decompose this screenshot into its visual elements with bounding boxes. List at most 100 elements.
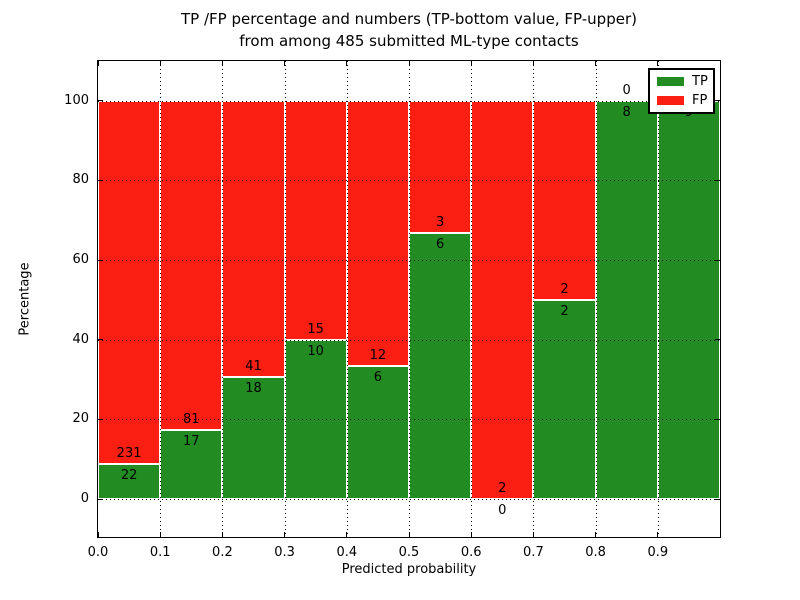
tp-count-label: 2 xyxy=(560,303,569,319)
y-tick-label: 20 xyxy=(72,411,89,427)
legend-row-tp: TP xyxy=(657,73,708,89)
tp-count-label: 6 xyxy=(373,370,383,386)
x-tick-mark-top xyxy=(221,61,223,66)
x-tick-mark-bottom xyxy=(346,532,348,537)
x-tick-label: 0.8 xyxy=(585,545,606,560)
x-tick-mark-top xyxy=(470,61,472,66)
tp-count-label: 10 xyxy=(307,343,324,359)
x-gridline xyxy=(657,61,659,537)
chart-title-line1: TP /FP percentage and numbers (TP-bottom… xyxy=(181,10,637,28)
x-tick-mark-top xyxy=(657,61,659,66)
x-tick-mark-bottom xyxy=(159,532,161,537)
bar-segment-fp xyxy=(471,100,534,499)
y-tick-mark-right xyxy=(715,418,720,420)
bar-segment-tp xyxy=(346,366,409,499)
bar-segment-tp xyxy=(409,233,472,499)
y-tick-label: 40 xyxy=(72,331,89,347)
tp-count-label: 22 xyxy=(120,468,138,484)
x-tick-mark-top xyxy=(284,61,286,66)
bar-segment-fp xyxy=(222,100,285,378)
fp-count-label: 41 xyxy=(245,359,262,375)
y-tick-mark-left xyxy=(98,259,103,261)
tp-count-label: 18 xyxy=(245,381,262,397)
tp-count-label: 17 xyxy=(183,433,200,449)
tp-count-label: 0 xyxy=(498,503,507,518)
x-tick-mark-top xyxy=(532,61,534,66)
x-gridline xyxy=(284,61,286,537)
fp-count-label: 15 xyxy=(307,321,324,337)
x-tick-mark-bottom xyxy=(532,532,534,537)
x-tick-mark-bottom xyxy=(221,532,223,537)
fp-count-label: 12 xyxy=(369,348,387,364)
x-gridline xyxy=(346,61,348,537)
x-tick-mark-bottom xyxy=(97,532,99,537)
tp-count-label: 6 xyxy=(435,237,445,253)
y-tick-mark-left xyxy=(98,498,103,500)
bar-segment-fp xyxy=(160,100,223,430)
fp-swatch-icon xyxy=(657,96,684,105)
fp-count-label: 231 xyxy=(116,446,142,462)
legend-label-tp: TP xyxy=(692,73,708,89)
legend-label-fp: FP xyxy=(692,92,708,108)
tp-count-label: 8 xyxy=(622,104,631,120)
y-tick-mark-right xyxy=(715,179,720,181)
x-gridline xyxy=(160,61,162,537)
x-tick-label: 0.7 xyxy=(523,545,544,560)
y-tick-mark-left xyxy=(98,100,103,102)
x-gridline xyxy=(222,61,224,537)
bar-segment-tp xyxy=(533,299,596,499)
bar-segment-tp xyxy=(98,464,161,499)
x-tick-mark-top xyxy=(159,61,161,66)
x-tick-mark-bottom xyxy=(284,532,286,537)
fp-count-label: 81 xyxy=(183,411,200,427)
bar-segment-fp xyxy=(346,100,409,367)
bar-segment-fp xyxy=(409,100,472,234)
x-gridline xyxy=(471,61,473,537)
y-tick-label: 80 xyxy=(72,172,89,188)
y-tick-label: 0 xyxy=(80,491,89,506)
x-tick-mark-bottom xyxy=(595,532,597,537)
bar-segment-tp xyxy=(657,100,720,499)
y-tick-mark-left xyxy=(98,418,103,420)
fp-count-label: 2 xyxy=(560,281,569,297)
y-tick-mark-right xyxy=(715,498,720,500)
x-tick-mark-bottom xyxy=(470,532,472,537)
y-tick-mark-right xyxy=(715,100,720,102)
x-tick-label: 0.2 xyxy=(212,545,233,560)
bar-segment-fp xyxy=(284,100,347,340)
y-tick-label: 100 xyxy=(64,92,89,108)
x-tick-label: 0.9 xyxy=(647,545,669,560)
tp-swatch-icon xyxy=(657,77,684,86)
chart-title-line2: from among 485 submitted ML-type contact… xyxy=(239,32,579,50)
x-tick-label: 0.4 xyxy=(336,545,358,560)
bar-segment-tp xyxy=(222,377,285,499)
x-gridline xyxy=(595,61,597,537)
x-tick-mark-top xyxy=(595,61,597,66)
x-tick-label: 0.6 xyxy=(460,545,482,560)
y-tick-mark-left xyxy=(98,179,103,181)
fp-count-label: 0 xyxy=(622,82,631,98)
bar-segment-fp xyxy=(533,100,596,300)
x-gridline xyxy=(533,61,535,537)
x-tick-label: 0.1 xyxy=(149,545,171,560)
y-tick-mark-right xyxy=(715,339,720,341)
fp-count-label: 3 xyxy=(435,215,445,231)
x-tick-mark-top xyxy=(408,61,410,66)
bar-segment-tp xyxy=(595,100,658,499)
y-tick-mark-right xyxy=(715,259,720,261)
x-tick-mark-top xyxy=(97,61,99,66)
chart-title: TP /FP percentage and numbers (TP-bottom… xyxy=(97,8,721,52)
x-tick-mark-top xyxy=(346,61,348,66)
x-gridline xyxy=(409,61,410,537)
plot-area: 0 20 40 60 80 100 0.0 0.1 0.2 0.3 0.4 0.5 0.6 0.7 0.8 0… xyxy=(64,60,721,560)
fp-count-label: 2 xyxy=(498,481,507,496)
bar-segment-fp xyxy=(98,100,161,465)
y-tick-label: 60 xyxy=(72,252,89,268)
x-tick-label: 0.3 xyxy=(274,545,295,560)
y-tick-mark-left xyxy=(98,339,103,341)
x-axis-label: Predicted probability xyxy=(341,562,477,577)
legend-row-fp: FP xyxy=(657,92,708,108)
x-tick-label: 0.0 xyxy=(87,545,109,560)
x-tick-mark-bottom xyxy=(408,532,410,537)
